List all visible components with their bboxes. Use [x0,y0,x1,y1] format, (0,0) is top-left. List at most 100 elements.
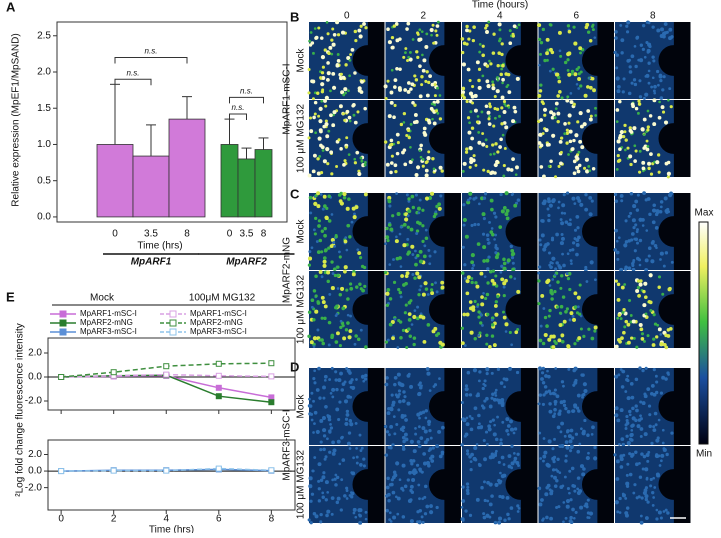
nucleus [426,156,431,161]
significance-bracket [114,78,152,86]
nucleus [409,459,413,463]
nucleus [629,211,633,215]
nucleus [461,86,466,91]
nucleus [477,131,481,134]
nucleus [325,437,329,441]
nucleus [333,305,338,310]
x-tick-label: 2 [111,514,117,525]
nucleus [388,204,392,208]
nucleus [343,399,349,404]
nucleus [653,411,658,416]
nucleus [629,130,634,134]
nucleus [341,75,346,80]
nucleus [560,96,564,100]
nucleus [615,477,620,481]
nucleus [407,300,412,305]
nucleus [643,281,648,286]
nucleus [466,275,471,280]
nucleus [513,456,518,461]
nucleus [647,161,652,166]
nucleus [639,58,644,63]
nucleus [430,283,434,287]
nucleus [582,382,587,387]
nucleus [317,487,321,491]
nucleus [494,274,498,278]
nucleus [670,431,674,435]
nucleus [637,257,641,261]
data-point [268,399,275,406]
nucleus [629,314,633,317]
nucleus [468,300,473,304]
nucleus [614,199,619,203]
nucleus [562,263,566,268]
nucleus [628,452,632,456]
series-line [61,374,272,403]
nucleus [657,170,661,174]
plot-frame [47,337,296,411]
nucleus [508,330,512,335]
nucleus [329,150,334,155]
nucleus [555,505,559,509]
nucleus [493,423,496,427]
nucleus [542,174,546,179]
nucleus [319,448,323,452]
nucleus [546,48,550,52]
nucleus [641,368,645,373]
group-label: MpARF2 [226,257,267,268]
nucleus [313,410,318,415]
nucleus [475,120,480,124]
nucleus [468,196,472,200]
nucleus [391,336,395,341]
nucleus [569,444,574,449]
nucleus [644,366,648,370]
tissue [462,271,521,348]
nucleus [593,278,597,282]
nucleus [489,198,494,203]
nucleus [320,316,324,320]
nucleus [503,385,506,389]
nucleus [539,40,544,45]
nucleus [481,324,484,327]
nucleus [617,158,622,163]
nucleus [404,281,408,286]
x-tick-label: 3.5 [240,229,254,240]
nucleus [329,89,332,93]
nucleus [634,404,638,408]
nucleus [320,275,324,279]
nucleus [392,515,397,520]
nucleus [662,75,666,79]
nucleus [628,58,632,62]
nucleus [553,407,557,412]
nucleus [324,104,328,108]
nucleus [409,484,414,489]
legend-heading: Mock [90,293,115,304]
nucleus [629,433,634,438]
nucleus [571,507,575,512]
nucleus [505,208,510,213]
nucleus [621,310,625,315]
nucleus [547,314,551,318]
tissue [538,368,598,445]
nucleus [312,336,317,341]
nucleus [627,340,631,345]
nucleus [635,230,639,234]
nucleus [345,136,349,140]
nucleus [478,202,481,206]
nucleus [642,117,647,122]
nucleus [496,367,501,372]
nucleus [422,461,427,466]
nucleus [492,343,497,348]
nucleus [481,212,486,217]
nucleus [670,260,674,264]
nucleus [644,74,648,78]
microscopy-image [307,98,385,178]
nucleus [402,222,407,227]
nucleus [325,147,330,152]
nucleus [435,290,439,294]
nucleus [504,72,508,76]
nucleus [652,98,657,103]
nucleus [542,517,545,521]
nucleus [314,514,319,519]
nucleus [488,220,491,224]
nucleus [308,39,311,43]
